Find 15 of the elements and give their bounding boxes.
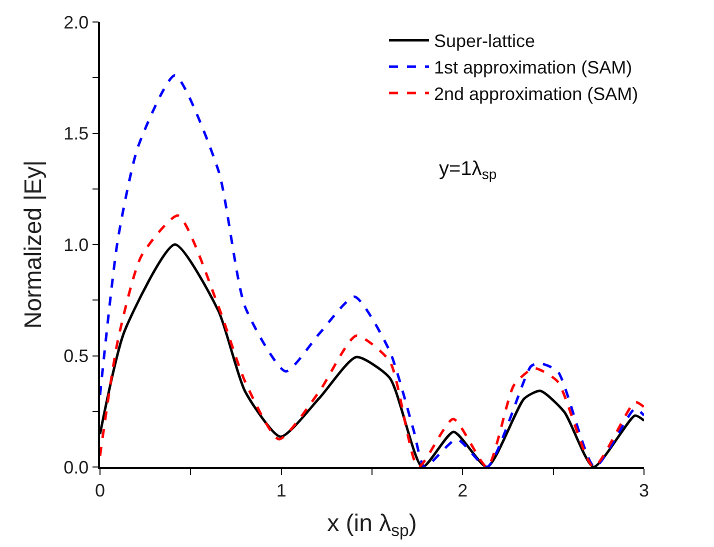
legend-label: 2nd approximation (SAM) bbox=[434, 84, 638, 104]
legend-label: 1st approximation (SAM) bbox=[434, 58, 632, 78]
x-tick-label: 2 bbox=[458, 480, 468, 500]
x-tick-label: 3 bbox=[638, 480, 650, 500]
text: 0.0 bbox=[64, 457, 89, 478]
y-tick-label: 2.0 bbox=[64, 12, 89, 32]
x-tick-label: 1 bbox=[276, 480, 286, 500]
y-tick-label: 1.0 bbox=[64, 234, 89, 255]
y-tick-label: 1.5 bbox=[64, 124, 89, 144]
annotation: y=1λ$_{sp}$ bbox=[439, 158, 497, 182]
x-tick-label: 0 bbox=[94, 480, 106, 500]
legend-label: Super-lattice bbox=[434, 31, 536, 52]
y-axis-title: Normalized |Ey| bbox=[20, 160, 48, 329]
y-tick-label: 0.5 bbox=[64, 346, 89, 366]
x-axis-title: x (in λ$_{sp}$) bbox=[327, 510, 417, 540]
